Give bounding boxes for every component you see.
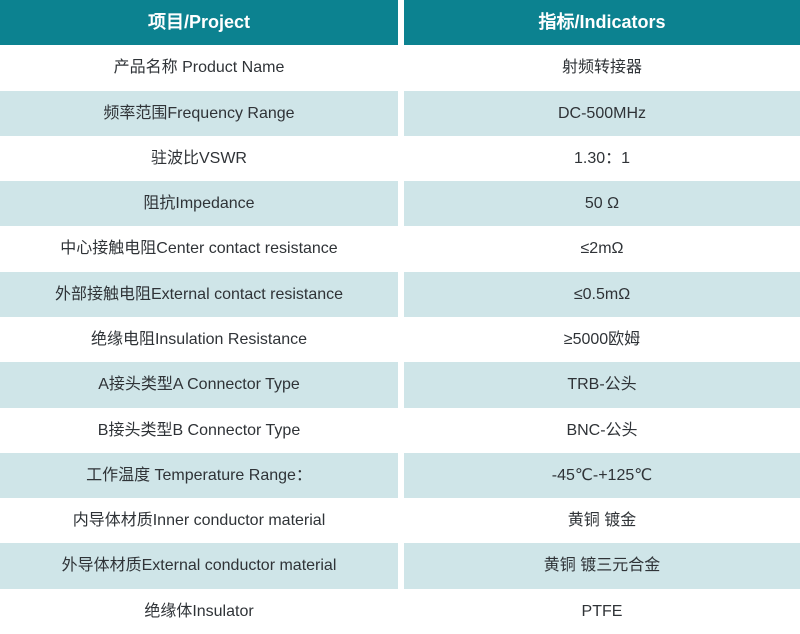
table-row: 工作温度 Temperature Range： -45℃-+125℃ xyxy=(0,452,800,499)
project-cell: A接头类型A Connector Type xyxy=(0,362,398,408)
table-row: 频率范围Frequency Range DC-500MHz xyxy=(0,90,800,136)
project-cell: 绝缘体Insulator xyxy=(0,588,398,634)
table-row: 外部接触电阻External contact resistance ≤0.5mΩ xyxy=(0,271,800,317)
project-cell: 工作温度 Temperature Range： xyxy=(0,452,398,499)
indicator-cell: 黄铜 镀金 xyxy=(404,498,800,544)
table-row: 阻抗Impedance 50 Ω xyxy=(0,181,800,227)
project-cell: 频率范围Frequency Range xyxy=(0,90,398,136)
table-header-row: 项目/Project 指标/Indicators xyxy=(0,0,800,46)
indicator-cell: ≥5000欧姆 xyxy=(404,316,800,363)
table-row: A接头类型A Connector Type TRB-公头 xyxy=(0,362,800,408)
header-cell-indicators: 指标/Indicators xyxy=(404,0,800,46)
table-row: 产品名称 Product Name 射频转接器 xyxy=(0,45,800,91)
project-cell: 绝缘电阻Insulation Resistance xyxy=(0,316,398,363)
indicator-cell: 射频转接器 xyxy=(404,45,800,91)
indicator-cell: ≤0.5mΩ xyxy=(404,271,800,317)
indicator-cell: BNC-公头 xyxy=(404,407,800,453)
table-row: 绝缘体Insulator PTFE xyxy=(0,588,800,634)
project-cell: 外导体材质External conductor material xyxy=(0,543,398,589)
project-cell: 外部接触电阻External contact resistance xyxy=(0,271,398,317)
indicator-cell: DC-500MHz xyxy=(404,90,800,136)
indicator-cell: -45℃-+125℃ xyxy=(404,452,800,499)
table-row: 外导体材质External conductor material 黄铜 镀三元合… xyxy=(0,543,800,589)
table-row: 绝缘电阻Insulation Resistance ≥5000欧姆 xyxy=(0,316,800,363)
project-cell: 内导体材质Inner conductor material xyxy=(0,498,398,544)
indicator-cell: ≤2mΩ xyxy=(404,226,800,272)
header-cell-project: 项目/Project xyxy=(0,0,398,46)
table-row: 内导体材质Inner conductor material 黄铜 镀金 xyxy=(0,498,800,544)
table-row: 中心接触电阻Center contact resistance ≤2mΩ xyxy=(0,226,800,272)
project-cell: 中心接触电阻Center contact resistance xyxy=(0,226,398,272)
project-cell: 产品名称 Product Name xyxy=(0,45,398,91)
table-row: 驻波比VSWR 1.30：1 xyxy=(0,135,800,182)
indicator-cell: 50 Ω xyxy=(404,181,800,227)
table-row: B接头类型B Connector Type BNC-公头 xyxy=(0,407,800,453)
indicator-cell: PTFE xyxy=(404,588,800,634)
project-cell: 驻波比VSWR xyxy=(0,135,398,182)
project-cell: B接头类型B Connector Type xyxy=(0,407,398,453)
indicator-cell: 1.30：1 xyxy=(404,135,800,182)
indicator-cell: TRB-公头 xyxy=(404,362,800,408)
project-cell: 阻抗Impedance xyxy=(0,181,398,227)
indicator-cell: 黄铜 镀三元合金 xyxy=(404,543,800,589)
